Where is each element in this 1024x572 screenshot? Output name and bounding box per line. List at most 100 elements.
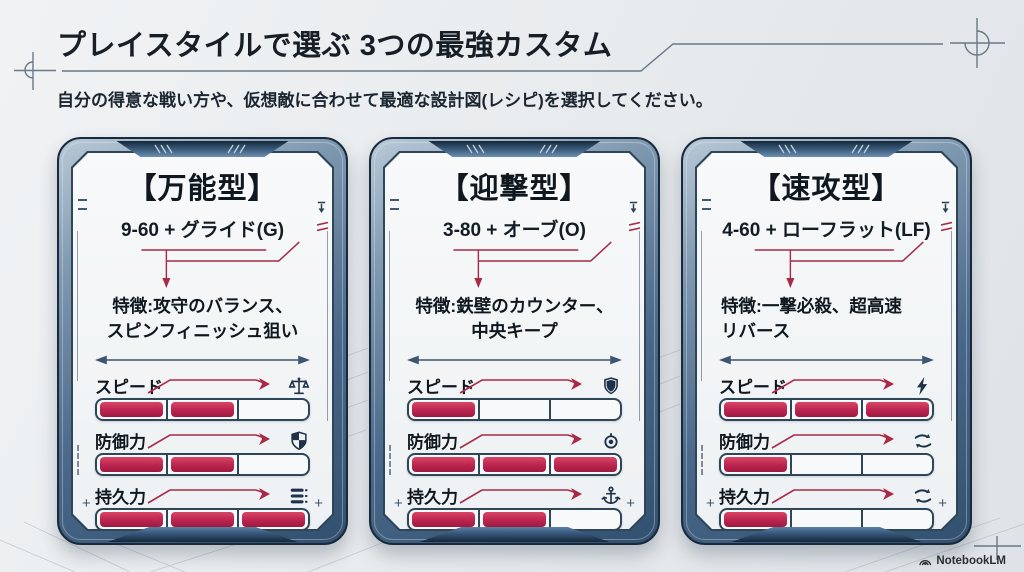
lightning-icon <box>912 375 934 397</box>
page-subtitle: 自分の得意な戦い方や、仮想敵に合わせて最適な設計図(レシピ)を選択してください。 <box>57 91 713 110</box>
stats-list: スピード 防御力 <box>407 374 622 531</box>
stack-lines-icon <box>288 485 310 507</box>
red-tick-icon <box>317 221 329 233</box>
accent-line <box>639 231 640 421</box>
dashed-accent <box>389 445 391 475</box>
pin-down-icon <box>628 201 639 214</box>
card-feature: 特徴:鉄壁のカウンター、 中央キープ <box>415 296 614 342</box>
shield-icon <box>600 375 622 397</box>
bar-segment-empty <box>551 400 620 419</box>
dashed-accent <box>77 445 79 475</box>
build-card-rush: + + 【速攻型】 4-60 + ローフラット(LF) 特徴:一撃必殺、超高速 … <box>681 137 972 545</box>
tick-marks <box>702 199 711 210</box>
accent-line <box>77 231 78 381</box>
page-title: プレイスタイルで選ぶ 3つの最強カスタム <box>57 30 613 62</box>
stat-label: スピード <box>407 378 475 398</box>
bar-segment-filled <box>551 455 620 474</box>
stat-callout-line <box>458 429 590 451</box>
stat-bar <box>719 453 934 476</box>
stat-row: 持久力 <box>95 484 310 531</box>
plus-mark: + <box>82 495 91 512</box>
card-recipe: 9-60 + グライド(G) <box>120 220 285 241</box>
range-arrow <box>95 354 310 366</box>
bar-segment-empty <box>239 455 308 474</box>
stat-callout-line <box>146 374 278 396</box>
plus-mark: + <box>938 495 947 512</box>
bar-segment-empty <box>863 510 932 529</box>
stat-bar <box>95 398 310 421</box>
accent-line <box>389 231 390 381</box>
tick-marks <box>390 199 399 210</box>
notebooklm-logo-icon <box>919 559 932 566</box>
stat-bar <box>407 453 622 476</box>
cards-row: + + 【万能型】 9-60 + グライド(G) 特徴:攻守のバランス、 スピン… <box>57 137 972 545</box>
stat-row: 持久力 <box>719 484 934 531</box>
card-title: 【万能型】 <box>127 173 278 205</box>
stats-list: スピード 防御力 <box>719 374 934 531</box>
stat-row: 防御力 <box>719 429 934 476</box>
stat-label: 持久力 <box>95 488 146 508</box>
card-feature: 特徴:一撃必殺、超高速 リバース <box>721 296 902 342</box>
bar-segment-filled <box>409 510 480 529</box>
bar-segment-filled <box>409 400 480 419</box>
red-tick-icon <box>941 221 953 233</box>
target-icon <box>600 430 622 452</box>
plus-mark: + <box>626 495 635 512</box>
bar-segment-empty <box>792 455 863 474</box>
build-card-all-rounder: + + 【万能型】 9-60 + グライド(G) 特徴:攻守のバランス、 スピン… <box>57 137 348 545</box>
stat-bar <box>719 398 934 421</box>
stat-bar <box>95 453 310 476</box>
callout-lines <box>407 244 622 292</box>
bar-segment-filled <box>480 455 551 474</box>
stat-callout-line <box>458 484 590 506</box>
accent-line <box>951 231 952 421</box>
bar-segment-filled <box>168 510 239 529</box>
red-tick-icon <box>629 221 641 233</box>
stat-callout-line <box>770 429 902 451</box>
balance-scale-icon <box>288 375 310 397</box>
stat-row: スピード <box>719 374 934 421</box>
bar-segment-filled <box>480 510 551 529</box>
stat-row: スピード <box>407 374 622 421</box>
bar-segment-filled <box>863 400 932 419</box>
bar-segment-empty <box>239 400 308 419</box>
stat-label: スピード <box>95 378 163 398</box>
card-panel: + + 【迎撃型】 3-80 + オーブ(O) 特徴:鉄壁のカウンター、 中央キ… <box>383 151 646 531</box>
stat-callout-line <box>458 374 590 396</box>
stats-list: スピード 防御力 <box>95 374 310 531</box>
bar-segment-filled <box>721 455 792 474</box>
card-recipe: 3-80 + オーブ(O) <box>443 220 586 241</box>
card-title: 【迎撃型】 <box>439 173 590 205</box>
stat-row: 防御力 <box>95 429 310 476</box>
bar-segment-filled <box>97 510 168 529</box>
card-feature: 特徴:攻守のバランス、 スピンフィニッシュ狙い <box>106 296 299 342</box>
card-top-tab <box>740 141 913 157</box>
bar-segment-filled <box>409 455 480 474</box>
stat-bar <box>407 398 622 421</box>
callout-lines <box>95 244 310 292</box>
bar-segment-empty <box>480 400 551 419</box>
bar-segment-filled <box>721 510 792 529</box>
accent-line <box>327 231 328 421</box>
bar-segment-empty <box>551 510 620 529</box>
swap-arrows-icon <box>912 430 934 452</box>
bar-segment-filled <box>97 400 168 419</box>
stat-row: 持久力 <box>407 484 622 531</box>
range-arrow <box>719 354 934 366</box>
bar-segment-empty <box>863 455 932 474</box>
stat-label: 防御力 <box>407 433 458 453</box>
accent-line <box>701 231 702 381</box>
card-panel: + + 【速攻型】 4-60 + ローフラット(LF) 特徴:一撃必殺、超高速 … <box>695 151 958 531</box>
build-card-interceptor: + + 【迎撃型】 3-80 + オーブ(O) 特徴:鉄壁のカウンター、 中央キ… <box>369 137 660 545</box>
stat-callout-line <box>146 484 278 506</box>
shield-quarters-icon <box>288 430 310 452</box>
card-panel: + + 【万能型】 9-60 + グライド(G) 特徴:攻守のバランス、 スピン… <box>71 151 334 531</box>
stat-row: スピード <box>95 374 310 421</box>
stat-callout-line <box>770 374 902 396</box>
bar-segment-filled <box>721 400 792 419</box>
card-top-tab <box>116 141 289 157</box>
bar-segment-filled <box>168 400 239 419</box>
stat-label: 持久力 <box>407 488 458 508</box>
pin-down-icon <box>940 201 951 214</box>
